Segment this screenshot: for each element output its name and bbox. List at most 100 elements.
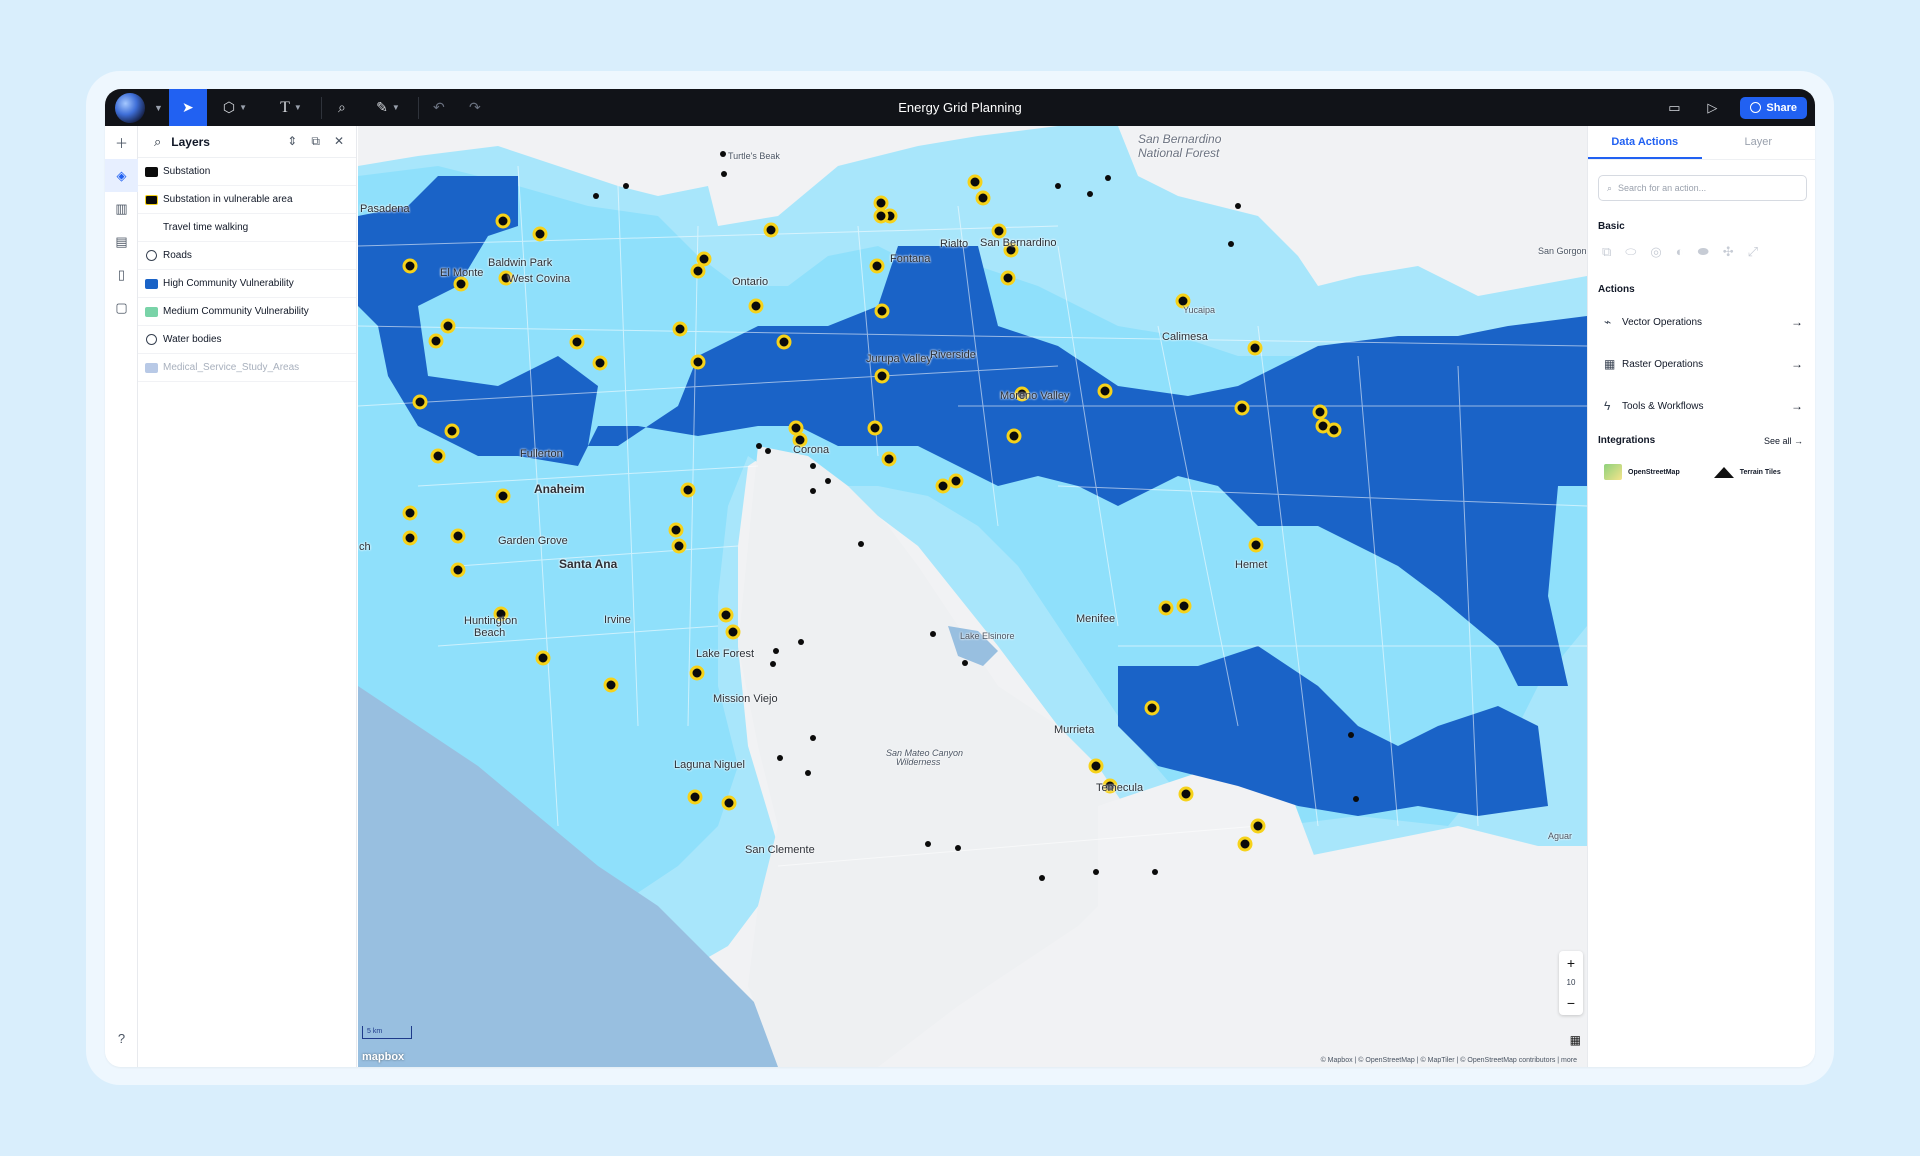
zoom-level: 10 bbox=[1566, 978, 1576, 987]
undo-button[interactable]: ↶ bbox=[421, 89, 457, 126]
place-label: Huntington bbox=[464, 615, 518, 627]
layer-item-water-bodies[interactable]: Water bodies bbox=[138, 326, 356, 354]
search-tool-button[interactable]: ⌕ bbox=[324, 89, 360, 126]
layers-icon[interactable]: ◈ bbox=[105, 159, 138, 192]
lake-elsinore bbox=[948, 626, 998, 666]
tab-data-actions[interactable]: Data Actions bbox=[1588, 126, 1702, 159]
road-network bbox=[358, 165, 1587, 867]
union-icon[interactable]: ⬭ bbox=[1625, 244, 1637, 259]
layer-item-substation[interactable]: Substation bbox=[138, 158, 356, 186]
layer-label: Travel time walking bbox=[163, 222, 249, 233]
integration-openstreetmap[interactable]: OpenStreetMap bbox=[1604, 464, 1680, 480]
place-label: Riverside bbox=[930, 349, 976, 361]
layer-item-substation-vulnerable[interactable]: Substation in vulnerable area bbox=[138, 186, 356, 214]
basemap-icon[interactable]: ▦ bbox=[1569, 1033, 1581, 1047]
layer-item-roads[interactable]: Roads bbox=[138, 242, 356, 270]
place-label: Lake Elsinore bbox=[960, 631, 1015, 641]
measure-tool-button[interactable]: ✎ ▼ bbox=[360, 89, 416, 126]
select-tool-button[interactable]: ➤ bbox=[168, 89, 207, 126]
place-label: Rialto bbox=[940, 238, 969, 250]
cursor-icon: ➤ bbox=[182, 99, 194, 115]
place-label: Calimesa bbox=[1162, 331, 1208, 343]
layer-item-medical-service[interactable]: Medical_Service_Study_Areas bbox=[138, 354, 356, 382]
integrations-title: Integrations bbox=[1598, 435, 1656, 446]
place-label: San Gorgoni bbox=[1538, 246, 1587, 256]
action-label: Raster Operations bbox=[1622, 358, 1704, 370]
centroid-icon[interactable]: ✣ bbox=[1722, 244, 1734, 259]
place-label: Wilderness bbox=[896, 757, 941, 767]
see-all-label: See all bbox=[1763, 435, 1792, 446]
action-raster-operations[interactable]: ▦ Raster Operations → bbox=[1588, 343, 1815, 385]
high-vulnerability-area bbox=[358, 176, 1587, 686]
layer-label: Roads bbox=[163, 250, 192, 261]
mountain-icon bbox=[1713, 466, 1734, 478]
place-label: Hemet bbox=[1235, 559, 1268, 571]
chevron-down-icon[interactable]: ▼ bbox=[154, 102, 163, 113]
bookmark-icon[interactable]: ▯ bbox=[117, 266, 126, 282]
shape-tool-button[interactable]: ⬡ ▼ bbox=[207, 89, 263, 126]
layer-item-high-vulnerability[interactable]: High Community Vulnerability bbox=[138, 270, 356, 298]
ruler-icon: ✎ bbox=[376, 99, 388, 115]
place-label: Baldwin Park bbox=[488, 257, 553, 269]
map-canvas[interactable]: Pasadena Turtle's Beak San Bernardino Na… bbox=[358, 126, 1587, 1067]
place-label: San Bernardino bbox=[1138, 132, 1222, 146]
add-folder-icon[interactable]: ⧉ bbox=[311, 134, 320, 148]
layer-label: Medical_Service_Study_Areas bbox=[163, 362, 300, 373]
map-attribution[interactable]: © Mapbox | © OpenStreetMap | © MapTiler … bbox=[1320, 1057, 1577, 1064]
place-label: Pasadena bbox=[360, 203, 410, 215]
place-label: Lake Forest bbox=[696, 648, 755, 660]
layer-label: High Community Vulnerability bbox=[163, 278, 294, 289]
text-tool-button[interactable]: T ▼ bbox=[263, 89, 319, 126]
shapes-icon: ⬡ bbox=[222, 99, 236, 115]
chevron-down-icon: ▼ bbox=[391, 103, 400, 112]
place-label: National Forest bbox=[1138, 146, 1220, 160]
difference-icon[interactable]: ◐ bbox=[1675, 244, 1684, 259]
place-label: Corona bbox=[793, 444, 830, 456]
layer-swatch bbox=[145, 194, 158, 205]
overlay-icon[interactable]: ⬬ bbox=[1697, 244, 1709, 259]
intersect-icon[interactable]: ◎ bbox=[1650, 244, 1662, 259]
layer-swatch bbox=[145, 362, 158, 373]
chevron-down-icon: ▼ bbox=[239, 103, 247, 112]
arrow-right-icon: → bbox=[1791, 315, 1803, 329]
globe-icon bbox=[146, 250, 157, 261]
tab-layer[interactable]: Layer bbox=[1744, 136, 1773, 148]
book-icon[interactable]: ▥ bbox=[115, 200, 128, 216]
layer-item-travel-time[interactable]: Travel time walking bbox=[138, 214, 356, 242]
collapse-icon[interactable]: ⇕ bbox=[287, 134, 298, 148]
search-icon[interactable]: ⌕ bbox=[154, 133, 162, 149]
see-all-link[interactable]: See all → bbox=[1763, 435, 1803, 446]
chart-icon[interactable]: ▤ bbox=[115, 233, 128, 249]
help-icon[interactable]: ? bbox=[117, 1031, 126, 1046]
expand-icon[interactable]: ⤢ bbox=[1747, 244, 1759, 259]
close-icon[interactable]: ✕ bbox=[333, 134, 344, 148]
zoom-out-button[interactable]: − bbox=[1566, 995, 1576, 1011]
integration-terrain-tiles[interactable]: Terrain Tiles bbox=[1713, 466, 1781, 478]
action-tools-workflows[interactable]: ϟ Tools & Workflows → bbox=[1588, 385, 1815, 427]
app-logo[interactable] bbox=[115, 92, 145, 123]
layer-label: Water bodies bbox=[163, 334, 222, 345]
action-vector-operations[interactable]: ⌁ Vector Operations → bbox=[1588, 301, 1815, 343]
share-button[interactable]: Share bbox=[1740, 96, 1807, 119]
layer-item-medium-vulnerability[interactable]: Medium Community Vulnerability bbox=[138, 298, 356, 326]
map-icon bbox=[1604, 464, 1622, 480]
redo-button[interactable]: ↷ bbox=[457, 89, 493, 126]
layer-label: Substation in vulnerable area bbox=[163, 194, 293, 205]
action-search-input[interactable] bbox=[1618, 183, 1789, 193]
ocean bbox=[358, 686, 798, 1067]
add-icon[interactable]: ＋ bbox=[114, 136, 128, 151]
zoom-in-button[interactable]: + bbox=[1566, 955, 1576, 971]
vector-icon: ⌁ bbox=[1604, 315, 1612, 329]
play-icon[interactable]: ▷ bbox=[1707, 99, 1718, 115]
document-icon[interactable]: ▢ bbox=[115, 299, 128, 315]
share-label: Share bbox=[1766, 101, 1797, 114]
place-label: San Bernardino bbox=[980, 237, 1057, 249]
substation-markers bbox=[593, 151, 1359, 881]
copy-icon[interactable]: ⧉ bbox=[1602, 244, 1612, 259]
place-label: West Covina bbox=[508, 273, 571, 285]
integration-label: OpenStreetMap bbox=[1628, 468, 1680, 476]
place-label: Menifee bbox=[1076, 613, 1116, 625]
data-actions-panel: Data Actions Layer ⌕ Basic ⧉ ⬭ ◎ ◐ ⬬ ✣ ⤢… bbox=[1587, 126, 1815, 1067]
place-label: Laguna Niguel bbox=[674, 759, 745, 771]
comment-icon[interactable]: ▭ bbox=[1668, 99, 1681, 115]
